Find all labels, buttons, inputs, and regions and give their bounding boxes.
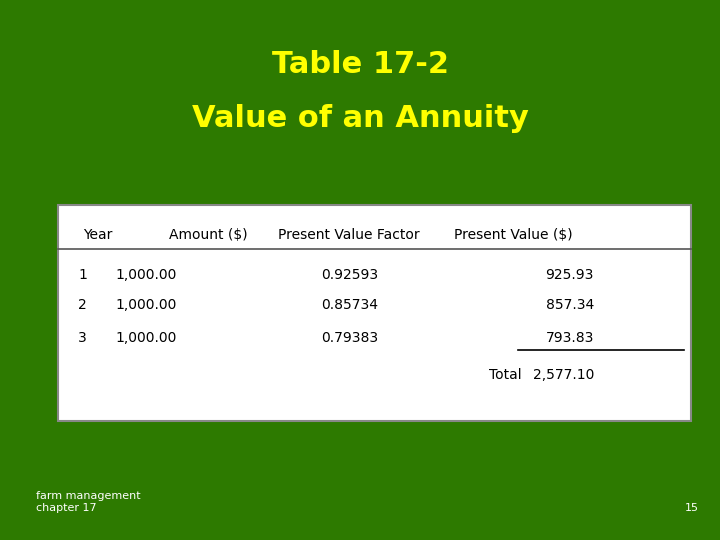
Text: 0.85734: 0.85734 bbox=[320, 298, 378, 312]
Text: 2,577.10: 2,577.10 bbox=[533, 368, 594, 382]
Text: Amount ($): Amount ($) bbox=[169, 228, 248, 242]
Text: 15: 15 bbox=[685, 503, 698, 513]
Text: 793.83: 793.83 bbox=[546, 330, 594, 345]
Text: 0.92593: 0.92593 bbox=[320, 268, 378, 282]
Text: farm management
chapter 17: farm management chapter 17 bbox=[36, 491, 140, 513]
Text: 1: 1 bbox=[78, 268, 87, 282]
Text: Year: Year bbox=[83, 228, 112, 242]
Text: Table 17-2: Table 17-2 bbox=[271, 50, 449, 79]
Text: Value of an Annuity: Value of an Annuity bbox=[192, 104, 528, 133]
Text: 1,000.00: 1,000.00 bbox=[115, 298, 176, 312]
Text: 1,000.00: 1,000.00 bbox=[115, 330, 176, 345]
Text: 857.34: 857.34 bbox=[546, 298, 594, 312]
Text: 1,000.00: 1,000.00 bbox=[115, 268, 176, 282]
Text: Total: Total bbox=[490, 368, 522, 382]
Text: 925.93: 925.93 bbox=[546, 268, 594, 282]
Text: 3: 3 bbox=[78, 330, 87, 345]
Text: 2: 2 bbox=[78, 298, 87, 312]
Text: Present Value ($): Present Value ($) bbox=[454, 228, 572, 242]
FancyBboxPatch shape bbox=[58, 205, 691, 421]
Text: 0.79383: 0.79383 bbox=[320, 330, 378, 345]
Text: Present Value Factor: Present Value Factor bbox=[279, 228, 420, 242]
